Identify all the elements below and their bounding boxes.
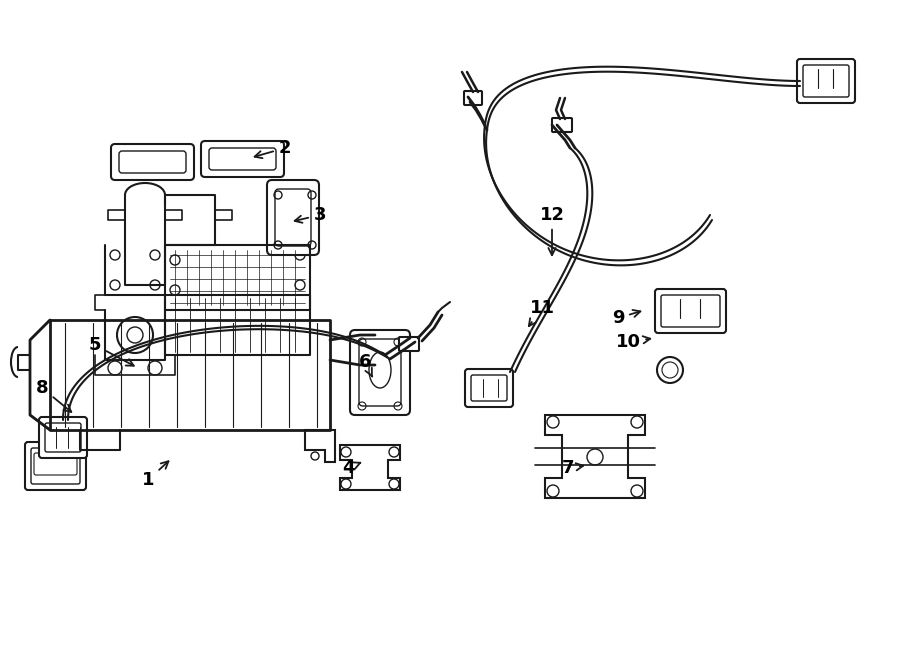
Polygon shape	[340, 445, 400, 490]
Text: 10: 10	[616, 333, 651, 351]
FancyBboxPatch shape	[350, 330, 410, 415]
FancyBboxPatch shape	[201, 141, 284, 177]
FancyBboxPatch shape	[661, 295, 720, 327]
FancyBboxPatch shape	[797, 59, 855, 103]
Text: 3: 3	[294, 206, 326, 224]
FancyBboxPatch shape	[111, 144, 194, 180]
FancyBboxPatch shape	[399, 337, 419, 351]
Text: 5: 5	[89, 336, 134, 366]
Text: 4: 4	[342, 459, 360, 477]
FancyBboxPatch shape	[275, 189, 311, 246]
FancyBboxPatch shape	[39, 417, 87, 458]
Text: 12: 12	[539, 206, 564, 255]
FancyBboxPatch shape	[267, 180, 319, 255]
FancyBboxPatch shape	[119, 151, 186, 173]
Text: 2: 2	[255, 139, 292, 158]
FancyBboxPatch shape	[655, 289, 726, 333]
Text: 9: 9	[612, 309, 641, 327]
FancyBboxPatch shape	[359, 339, 401, 406]
Text: 1: 1	[142, 461, 168, 489]
FancyBboxPatch shape	[209, 148, 276, 170]
Polygon shape	[305, 430, 335, 462]
FancyBboxPatch shape	[471, 375, 507, 401]
FancyBboxPatch shape	[45, 423, 81, 452]
FancyBboxPatch shape	[34, 453, 77, 475]
FancyBboxPatch shape	[552, 118, 572, 132]
FancyBboxPatch shape	[803, 65, 849, 97]
Polygon shape	[545, 415, 645, 498]
Text: 8: 8	[36, 379, 71, 412]
Text: 6: 6	[359, 353, 373, 377]
FancyBboxPatch shape	[464, 91, 482, 105]
FancyBboxPatch shape	[31, 448, 80, 484]
Text: 7: 7	[562, 459, 583, 477]
FancyBboxPatch shape	[465, 369, 513, 407]
FancyBboxPatch shape	[25, 442, 86, 490]
Text: 11: 11	[529, 299, 554, 326]
